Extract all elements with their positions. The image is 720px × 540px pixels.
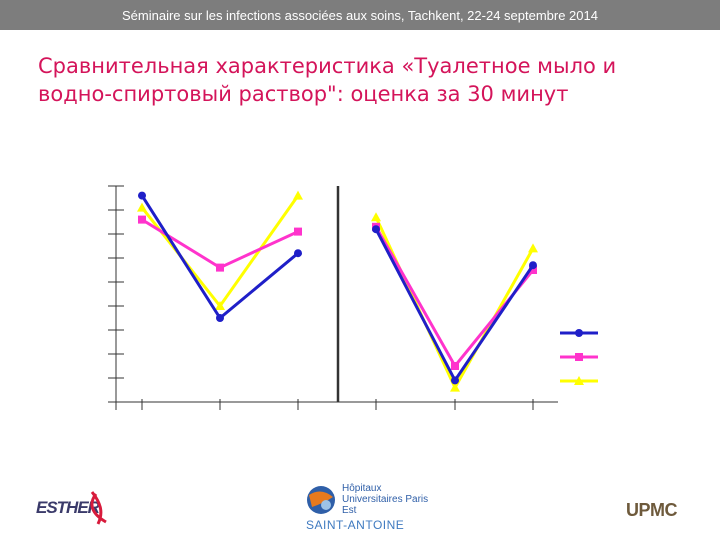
data-point [450,382,460,392]
esther-logo-text: ESTHER [36,498,100,517]
data-point [137,202,147,212]
series-line [140,194,300,309]
legend-marker [575,329,583,337]
data-point [293,190,303,200]
series-line [374,228,535,384]
data-point [215,301,225,310]
data-point [529,261,537,270]
saint-antoine-label: SAINT-ANTOINE [306,518,405,532]
data-point [216,263,224,272]
series-line [140,194,299,321]
hopitaux-name: Hôpitaux Universitaires Paris Est [342,483,429,516]
series-line [374,226,535,369]
data-point [529,266,537,274]
upmc-logo: UPMC [626,500,696,530]
slide-title: Сравнительная характеристика «Туалетное … [38,54,617,106]
upmc-logo-text: UPMC [626,500,678,520]
data-point [138,191,146,200]
hopitaux-logo: Hôpitaux Universitaires Paris Est SAINT-… [302,483,432,535]
header-text: Séminaire sur les infections associées a… [122,8,598,23]
data-point [294,227,302,236]
data-point [451,376,459,385]
legend-marker [575,353,583,361]
data-point [138,215,146,224]
legend-marker [574,376,584,385]
ribbon-icon [90,491,107,525]
data-point [451,362,459,370]
globe-icon [307,486,335,514]
data-point [294,249,302,258]
data-point [216,314,224,322]
data-point [371,212,381,222]
data-point [372,225,380,234]
data-point [528,243,538,253]
esther-logo: ESTHER [34,484,126,530]
header-bar [0,0,720,30]
